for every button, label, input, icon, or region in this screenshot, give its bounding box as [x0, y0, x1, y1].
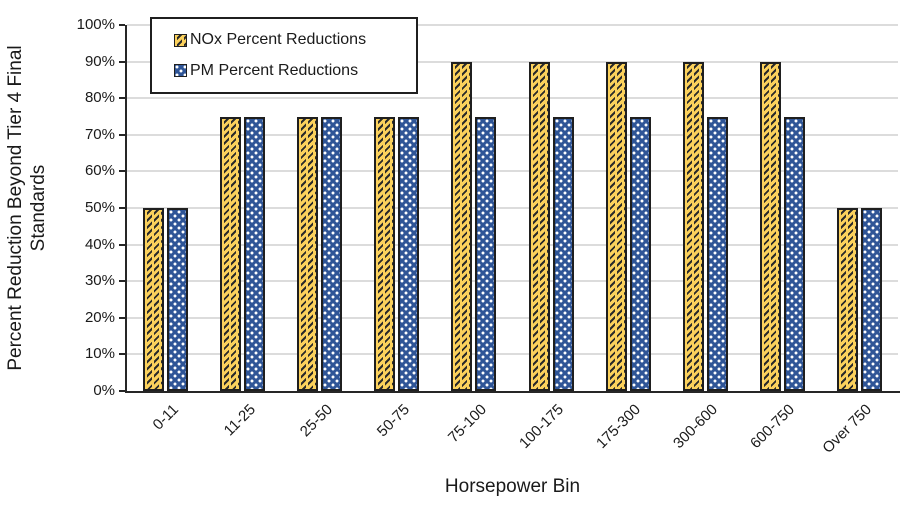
x-tick-label: Over 750 [819, 401, 876, 457]
y-tick-label: 50% [84, 199, 115, 216]
y-axis-tick [119, 353, 125, 356]
x-tick-label: 25-50 [296, 401, 336, 441]
x-tick-label: 300-600 [670, 401, 722, 452]
bar-dots [552, 116, 574, 391]
y-axis-tick [119, 133, 125, 136]
legend-label-nox: NOx Percent Reductions [190, 31, 367, 49]
gridline [127, 207, 898, 209]
y-axis-title-line2: Standards [28, 164, 49, 252]
y-tick-label: 10% [84, 345, 115, 363]
gridline [127, 60, 898, 63]
bar-diagonal-hatch [220, 116, 242, 391]
bar-dots [706, 116, 728, 391]
bar-diagonal-hatch [605, 61, 627, 391]
y-axis-title-line1: Percent Reduction Beyond Tier 4 Final [5, 45, 26, 371]
bar-dots [629, 116, 651, 391]
legend: NOx Percent Reductions PM Percent Reduct… [150, 17, 418, 94]
bar-diagonal-hatch [836, 208, 858, 391]
x-tick-label: 600-750 [747, 401, 799, 452]
bar-diagonal-hatch [682, 61, 704, 391]
x-tick-label: 175-300 [593, 401, 645, 452]
y-tick-label: 30% [84, 272, 115, 290]
bar-dots [321, 116, 343, 391]
gridline [127, 170, 898, 173]
y-tick-label: 100% [76, 16, 115, 33]
x-tick-label: 0-11 [149, 401, 182, 434]
gridline [127, 243, 898, 246]
y-axis-tick [119, 97, 125, 100]
y-axis-tick [119, 280, 125, 283]
plot-area [127, 24, 898, 391]
y-tick-label: 0% [93, 382, 115, 399]
gridline [127, 24, 898, 26]
y-tick-label: 70% [84, 125, 115, 143]
y-axis-title: Percent Reduction Beyond Tier 4 Final St… [4, 0, 50, 428]
legend-item-pm: PM Percent Reductions [174, 62, 416, 80]
bar-diagonal-hatch [528, 61, 550, 391]
bar-diagonal-hatch [297, 116, 319, 391]
x-axis-title: Horsepower Bin [444, 476, 581, 497]
gridline [127, 353, 898, 356]
bar-diagonal-hatch [451, 61, 473, 391]
y-tick-label: 80% [84, 89, 115, 107]
bar-dots [244, 116, 266, 391]
y-axis-tick [119, 207, 125, 209]
y-tick-label: 20% [84, 308, 115, 326]
y-axis-tick [119, 60, 125, 63]
x-tick-label: 11-25 [220, 401, 259, 440]
bar-diagonal-hatch [374, 116, 396, 391]
bar-diagonal-hatch [143, 208, 165, 391]
y-axis-tick [119, 390, 125, 392]
pm-swatch-icon [174, 64, 187, 78]
y-tick-label: 40% [84, 235, 115, 253]
x-tick-label: 75-100 [444, 401, 490, 447]
y-axis-tick [119, 170, 125, 173]
bar-dots [398, 116, 420, 391]
legend-label-pm: PM Percent Reductions [190, 61, 359, 79]
nox-swatch-icon [174, 33, 187, 47]
gridline [127, 133, 898, 136]
y-axis-tick [119, 24, 125, 26]
x-tick-label: 100-175 [516, 401, 568, 452]
y-tick-label: 60% [84, 162, 115, 180]
gridline [127, 280, 898, 283]
y-axis-tick [119, 243, 125, 246]
x-axis-line [125, 391, 900, 393]
gridline [127, 316, 898, 319]
bar-dots [860, 208, 882, 391]
gridline [127, 97, 898, 100]
bar-dots [783, 116, 805, 391]
x-tick-label: 50-75 [373, 401, 413, 441]
bar-dots [475, 116, 497, 391]
bar-diagonal-hatch [759, 61, 781, 391]
y-tick-label: 90% [84, 52, 115, 70]
y-axis-tick [119, 316, 125, 319]
legend-item-nox: NOx Percent Reductions [174, 31, 416, 49]
y-axis-line [125, 25, 127, 393]
bar-dots [167, 208, 189, 391]
